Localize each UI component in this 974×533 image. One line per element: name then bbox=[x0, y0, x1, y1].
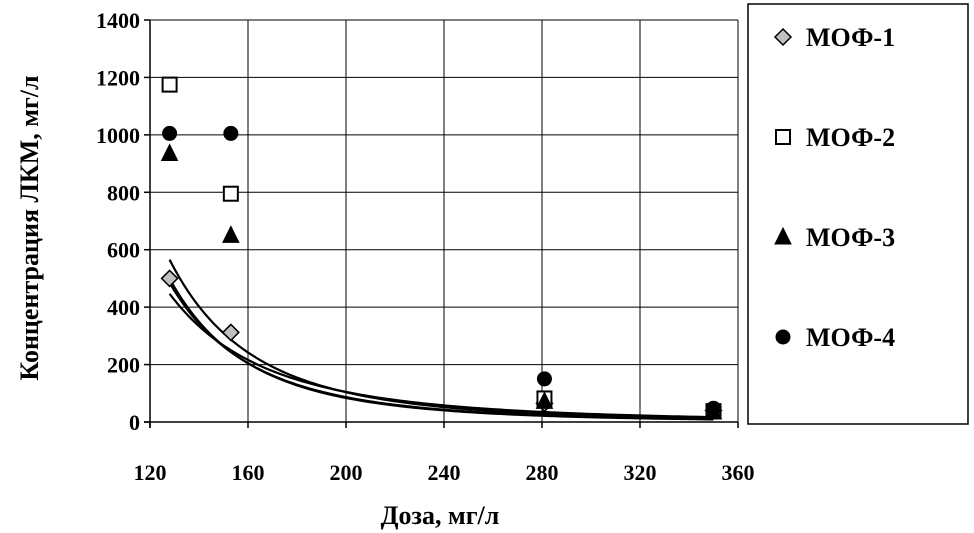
trendline-series-1 bbox=[168, 293, 714, 419]
y-tick-label-1000: 1000 bbox=[96, 123, 140, 148]
legend-label-3: МОФ-3 bbox=[806, 223, 895, 252]
tick-labels: 0 200 400 600 800 1000 1200 1400 120 160 200 240 280… bbox=[96, 8, 755, 485]
x-tick-label-320: 320 bbox=[624, 460, 657, 485]
x-tick-label-280: 280 bbox=[526, 460, 559, 485]
point-series-1-1 bbox=[160, 269, 179, 288]
y-tick-label-800: 800 bbox=[107, 180, 140, 205]
legend-marker-1 bbox=[773, 27, 793, 47]
x-tick-label-240: 240 bbox=[428, 460, 461, 485]
point-series-3-1 bbox=[160, 143, 179, 162]
legend: МОФ-1 МОФ-2 МОФ-3 МОФ-4 bbox=[747, 3, 969, 425]
point-series-3-2 bbox=[222, 225, 240, 243]
y-tick-label-1400: 1400 bbox=[96, 8, 140, 33]
point-series-3-3 bbox=[535, 391, 554, 409]
legend-marker-3 bbox=[774, 226, 792, 245]
y-tick-label-600: 600 bbox=[107, 238, 140, 263]
y-tick-label-0: 0 bbox=[129, 410, 140, 435]
legend-marker-2 bbox=[775, 129, 791, 145]
plot-area bbox=[144, 19, 739, 428]
point-series-4-3 bbox=[536, 371, 552, 387]
y-tick-label-400: 400 bbox=[107, 295, 140, 320]
point-series-2-2 bbox=[222, 185, 239, 202]
point-series-2-1 bbox=[161, 76, 178, 93]
point-series-4-4 bbox=[706, 400, 721, 416]
legend-label-1: МОФ-1 bbox=[806, 23, 895, 52]
legend-box bbox=[747, 3, 969, 425]
x-axis-title: Доза, мг/л bbox=[381, 501, 500, 530]
point-series-4-1 bbox=[162, 125, 178, 141]
point-series-1-2 bbox=[221, 323, 240, 342]
trendlines bbox=[168, 259, 714, 421]
legend-label-4: МОФ-4 bbox=[806, 323, 895, 352]
y-axis-title: Концентрация ЛКМ, мг/л bbox=[15, 75, 44, 380]
trendline-series-4 bbox=[168, 278, 714, 421]
y-tick-label-1200: 1200 bbox=[96, 65, 140, 90]
x-tick-label-360: 360 bbox=[722, 460, 755, 485]
data-markers bbox=[160, 76, 723, 420]
x-tick-label-200: 200 bbox=[330, 460, 363, 485]
point-series-4-2 bbox=[223, 125, 239, 141]
y-tick-label-200: 200 bbox=[107, 353, 140, 378]
x-tick-label-160: 160 bbox=[232, 460, 265, 485]
x-tick-label-120: 120 bbox=[134, 460, 167, 485]
legend-label-2: МОФ-2 bbox=[806, 123, 895, 152]
legend-marker-4 bbox=[775, 329, 791, 345]
